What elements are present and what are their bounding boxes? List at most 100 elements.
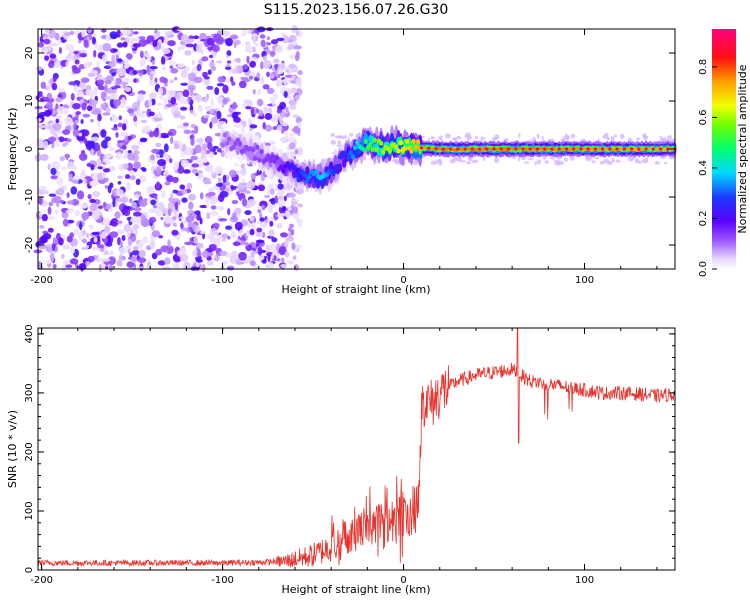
noise-blob xyxy=(230,76,234,83)
noise-blob xyxy=(55,115,62,120)
noise-blob xyxy=(222,174,227,183)
noise-blob xyxy=(154,29,158,34)
ridge-cell xyxy=(352,145,358,151)
noise-blob xyxy=(206,260,214,266)
ridge-cell xyxy=(344,151,349,157)
noise-blob xyxy=(160,245,170,253)
noise-blob xyxy=(81,29,86,38)
noise-blob xyxy=(203,181,212,185)
noise-blob xyxy=(50,175,58,180)
noise-blob xyxy=(163,170,170,176)
noise-blob xyxy=(38,196,43,205)
noise-blob xyxy=(70,93,75,101)
noise-blob xyxy=(196,242,204,249)
ridge-peak xyxy=(593,147,598,151)
noise-blob xyxy=(493,157,500,163)
noise-blob xyxy=(259,217,265,222)
noise-blob xyxy=(43,96,49,103)
noise-blob xyxy=(257,246,263,256)
noise-blob xyxy=(155,248,163,256)
noise-blob xyxy=(172,110,181,119)
noise-blob xyxy=(225,37,233,47)
noise-blob xyxy=(557,157,560,160)
noise-blob xyxy=(193,35,200,40)
noise-blob xyxy=(122,27,131,36)
noise-blob xyxy=(392,158,399,163)
noise-blob xyxy=(65,264,73,269)
noise-blob xyxy=(187,210,193,214)
noise-blob xyxy=(192,168,198,174)
noise-blob xyxy=(73,228,79,235)
noise-blob xyxy=(93,49,97,58)
noise-blob xyxy=(190,123,196,129)
noise-blob xyxy=(127,108,135,114)
noise-blob xyxy=(51,161,61,170)
noise-blob xyxy=(659,137,665,142)
noise-blob xyxy=(73,122,77,129)
noise-blob xyxy=(81,212,90,220)
noise-blob xyxy=(129,175,136,181)
noise-blob xyxy=(99,153,104,162)
noise-blob xyxy=(209,121,213,129)
noise-blob xyxy=(234,66,238,74)
noise-blob xyxy=(101,154,111,163)
noise-blob xyxy=(157,159,167,167)
noise-blob xyxy=(38,112,48,117)
noise-blob xyxy=(39,212,43,217)
noise-blob xyxy=(62,142,67,147)
noise-blob xyxy=(251,221,255,229)
noise-blob xyxy=(118,247,127,254)
noise-blob xyxy=(187,96,191,104)
ridge-cell xyxy=(281,168,286,174)
noise-blob xyxy=(74,210,81,216)
noise-blob xyxy=(72,67,81,74)
noise-blob xyxy=(292,255,297,261)
noise-blob xyxy=(221,233,229,239)
noise-blob xyxy=(190,80,196,85)
noise-blob xyxy=(97,85,106,91)
noise-blob xyxy=(149,92,157,101)
noise-blob xyxy=(196,138,204,144)
x-tick-label: -200 xyxy=(30,275,53,286)
noise-blob xyxy=(134,121,138,127)
noise-blob xyxy=(87,26,92,34)
noise-blob xyxy=(108,263,113,272)
noise-blob xyxy=(116,42,124,48)
noise-blob xyxy=(289,55,294,59)
noise-blob xyxy=(523,161,530,164)
noise-blob xyxy=(295,78,301,85)
noise-blob xyxy=(98,264,102,273)
noise-blob xyxy=(176,125,186,129)
noise-blob xyxy=(242,120,247,128)
noise-blob xyxy=(184,50,192,56)
noise-blob xyxy=(194,125,199,134)
spectrogram-xlabel: Height of straight line (km) xyxy=(281,283,430,296)
noise-blob xyxy=(255,239,265,244)
ridge-cell xyxy=(387,148,392,154)
noise-blob xyxy=(202,71,208,78)
noise-blob xyxy=(150,154,155,161)
noise-blob xyxy=(109,182,114,189)
noise-blob xyxy=(109,147,115,151)
ridge-peak xyxy=(535,147,540,151)
noise-blob xyxy=(121,144,127,150)
ridge-peak xyxy=(463,147,467,151)
ridge-peak xyxy=(557,147,561,151)
noise-blob xyxy=(90,119,94,123)
noise-blob xyxy=(229,169,237,178)
ridge-cell xyxy=(253,155,258,161)
noise-blob xyxy=(284,251,290,258)
noise-blob xyxy=(132,50,137,54)
spectrogram-ylabel: Frequency (Hz) xyxy=(6,108,19,191)
noise-blob xyxy=(232,111,239,120)
noise-blob xyxy=(104,185,109,189)
noise-blob xyxy=(518,132,521,139)
noise-blob xyxy=(274,195,279,204)
noise-blob xyxy=(50,167,57,175)
x-tick-label: -100 xyxy=(211,275,234,286)
noise-blob xyxy=(116,229,126,234)
noise-blob xyxy=(247,198,257,207)
noise-blob xyxy=(466,161,472,165)
noise-blob xyxy=(279,101,287,110)
x-tick-label: -100 xyxy=(211,575,234,586)
